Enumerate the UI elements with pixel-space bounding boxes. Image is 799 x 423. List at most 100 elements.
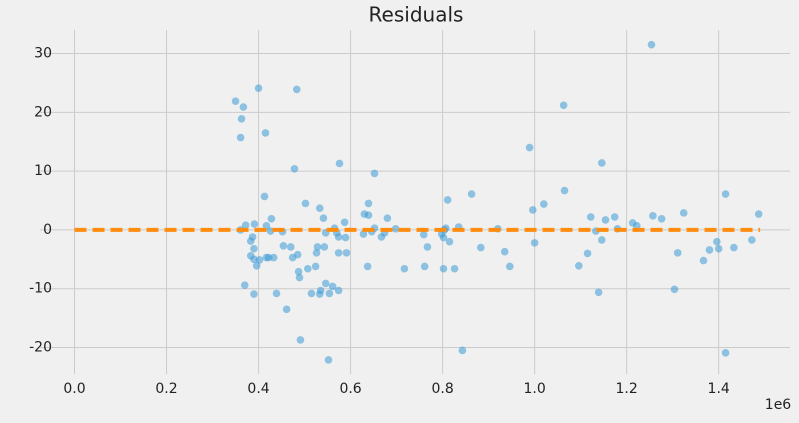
point: [598, 159, 606, 167]
point: [237, 114, 246, 123]
point: [364, 199, 373, 208]
point: [586, 213, 595, 221]
point: [313, 243, 322, 251]
point: [328, 282, 337, 291]
point: [301, 199, 310, 208]
point: [341, 233, 350, 242]
x-offset-label: 1e6: [765, 397, 792, 413]
point: [325, 289, 334, 298]
x-tick-label: 1.2: [616, 381, 638, 397]
point: [560, 186, 569, 195]
point: [307, 289, 316, 298]
point: [679, 209, 688, 217]
point: [632, 222, 641, 230]
point: [601, 216, 610, 224]
point: [476, 243, 485, 252]
point: [649, 212, 657, 220]
point: [364, 211, 373, 220]
point: [266, 227, 275, 235]
point: [370, 169, 379, 178]
point: [673, 249, 682, 257]
point: [321, 279, 330, 288]
point: [240, 281, 249, 290]
point: [315, 290, 324, 298]
point: [439, 233, 448, 242]
x-tick-label: 0.2: [155, 381, 177, 397]
point: [528, 206, 537, 214]
point: [334, 286, 343, 295]
point: [250, 244, 258, 253]
point: [342, 249, 351, 257]
point: [340, 218, 349, 227]
point: [312, 249, 321, 257]
point: [267, 214, 276, 223]
point: [272, 289, 281, 298]
point: [254, 84, 263, 93]
point: [231, 97, 240, 105]
point: [721, 349, 730, 357]
point: [261, 129, 270, 137]
point: [748, 236, 756, 244]
point: [250, 220, 259, 228]
point: [292, 85, 301, 94]
point: [505, 262, 514, 271]
y-tick-label: -20: [29, 340, 52, 356]
point: [324, 356, 333, 364]
point: [559, 101, 568, 110]
point: [594, 288, 603, 297]
point: [255, 256, 264, 264]
point: [705, 246, 714, 254]
point: [303, 264, 312, 273]
point: [500, 247, 509, 256]
point: [250, 290, 258, 298]
point: [315, 204, 324, 212]
point: [236, 133, 245, 142]
point: [754, 210, 763, 218]
point: [443, 196, 452, 204]
point: [420, 262, 429, 271]
point: [286, 243, 295, 251]
point: [269, 253, 278, 262]
y-tick-label: 20: [34, 104, 52, 120]
point: [334, 233, 343, 241]
point: [670, 285, 679, 294]
point: [241, 221, 250, 230]
point: [311, 262, 320, 271]
point: [540, 200, 548, 208]
y-tick-label: 30: [34, 46, 52, 62]
point: [598, 236, 606, 244]
point: [250, 255, 258, 264]
point: [383, 214, 392, 222]
x-tick-label: 0.8: [431, 381, 453, 397]
point: [583, 249, 592, 258]
x-tick-label: 0.0: [63, 381, 85, 397]
point: [647, 40, 656, 49]
point: [239, 103, 248, 111]
point: [610, 213, 619, 221]
x-tick-label: 0.6: [339, 381, 361, 397]
point: [319, 214, 328, 222]
point: [713, 237, 721, 246]
x-tick-label: 0.4: [247, 381, 269, 397]
point: [530, 239, 539, 247]
point: [525, 143, 534, 152]
point: [391, 224, 400, 233]
point: [575, 262, 583, 270]
point: [252, 262, 261, 270]
x-tick-label: 1.4: [708, 381, 730, 397]
x-tick-label: 1.0: [523, 381, 545, 397]
y-tick-label: 10: [34, 163, 52, 179]
chart-title: Residuals: [369, 3, 464, 27]
point: [458, 346, 467, 355]
point: [363, 262, 372, 271]
point: [262, 222, 271, 230]
point: [419, 230, 428, 239]
point: [423, 243, 432, 251]
point: [295, 273, 304, 282]
point: [334, 249, 343, 257]
point: [450, 264, 459, 273]
point: [400, 264, 409, 273]
point: [730, 243, 738, 252]
